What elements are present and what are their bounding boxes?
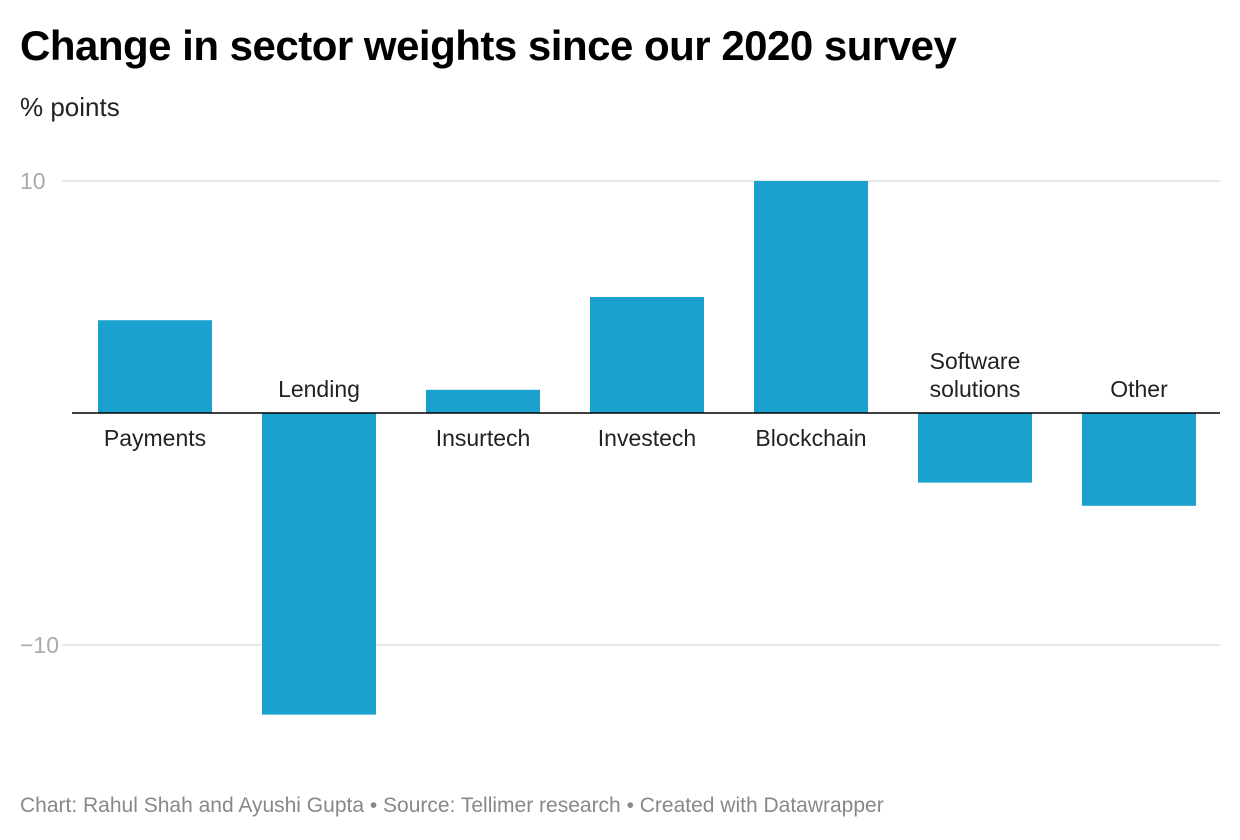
bar-lending bbox=[262, 413, 376, 715]
y-tick-label: 10 bbox=[20, 168, 46, 194]
category-label-line: Software bbox=[930, 348, 1021, 374]
category-label: Lending bbox=[278, 376, 360, 402]
category-label-line: Investech bbox=[598, 425, 696, 451]
category-label-line: Insurtech bbox=[436, 425, 531, 451]
category-label: Blockchain bbox=[755, 425, 866, 451]
category-label-line: Blockchain bbox=[755, 425, 866, 451]
category-label-line: Payments bbox=[104, 425, 206, 451]
category-label: Software solutions bbox=[930, 348, 1021, 402]
chart-footer: Chart: Rahul Shah and Ayushi Gupta • Sou… bbox=[20, 794, 884, 817]
category-label: Payments bbox=[104, 425, 206, 451]
bar-other bbox=[1082, 413, 1196, 506]
category-label-line: Lending bbox=[278, 376, 360, 402]
bar-software-solutions bbox=[918, 413, 1032, 483]
chart-subtitle: % points bbox=[20, 92, 120, 122]
bar-blockchain bbox=[754, 181, 868, 413]
bars bbox=[98, 181, 1196, 715]
y-tick-label: −10 bbox=[20, 632, 59, 658]
category-label: Insurtech bbox=[436, 425, 531, 451]
bar-insurtech bbox=[426, 389, 540, 413]
category-label: Investech bbox=[598, 425, 696, 451]
gridlines: 10 −10 bbox=[20, 168, 1220, 658]
category-label-line: Other bbox=[1110, 376, 1168, 402]
bar-payments bbox=[98, 320, 212, 413]
chart-title: Change in sector weights since our 2020 … bbox=[20, 22, 957, 69]
category-label-line: solutions bbox=[930, 376, 1021, 402]
category-labels: Payments Lending Insurtech Investech Blockch… bbox=[72, 348, 1220, 451]
category-label: Other bbox=[1110, 376, 1168, 402]
bar-investech bbox=[590, 297, 704, 413]
